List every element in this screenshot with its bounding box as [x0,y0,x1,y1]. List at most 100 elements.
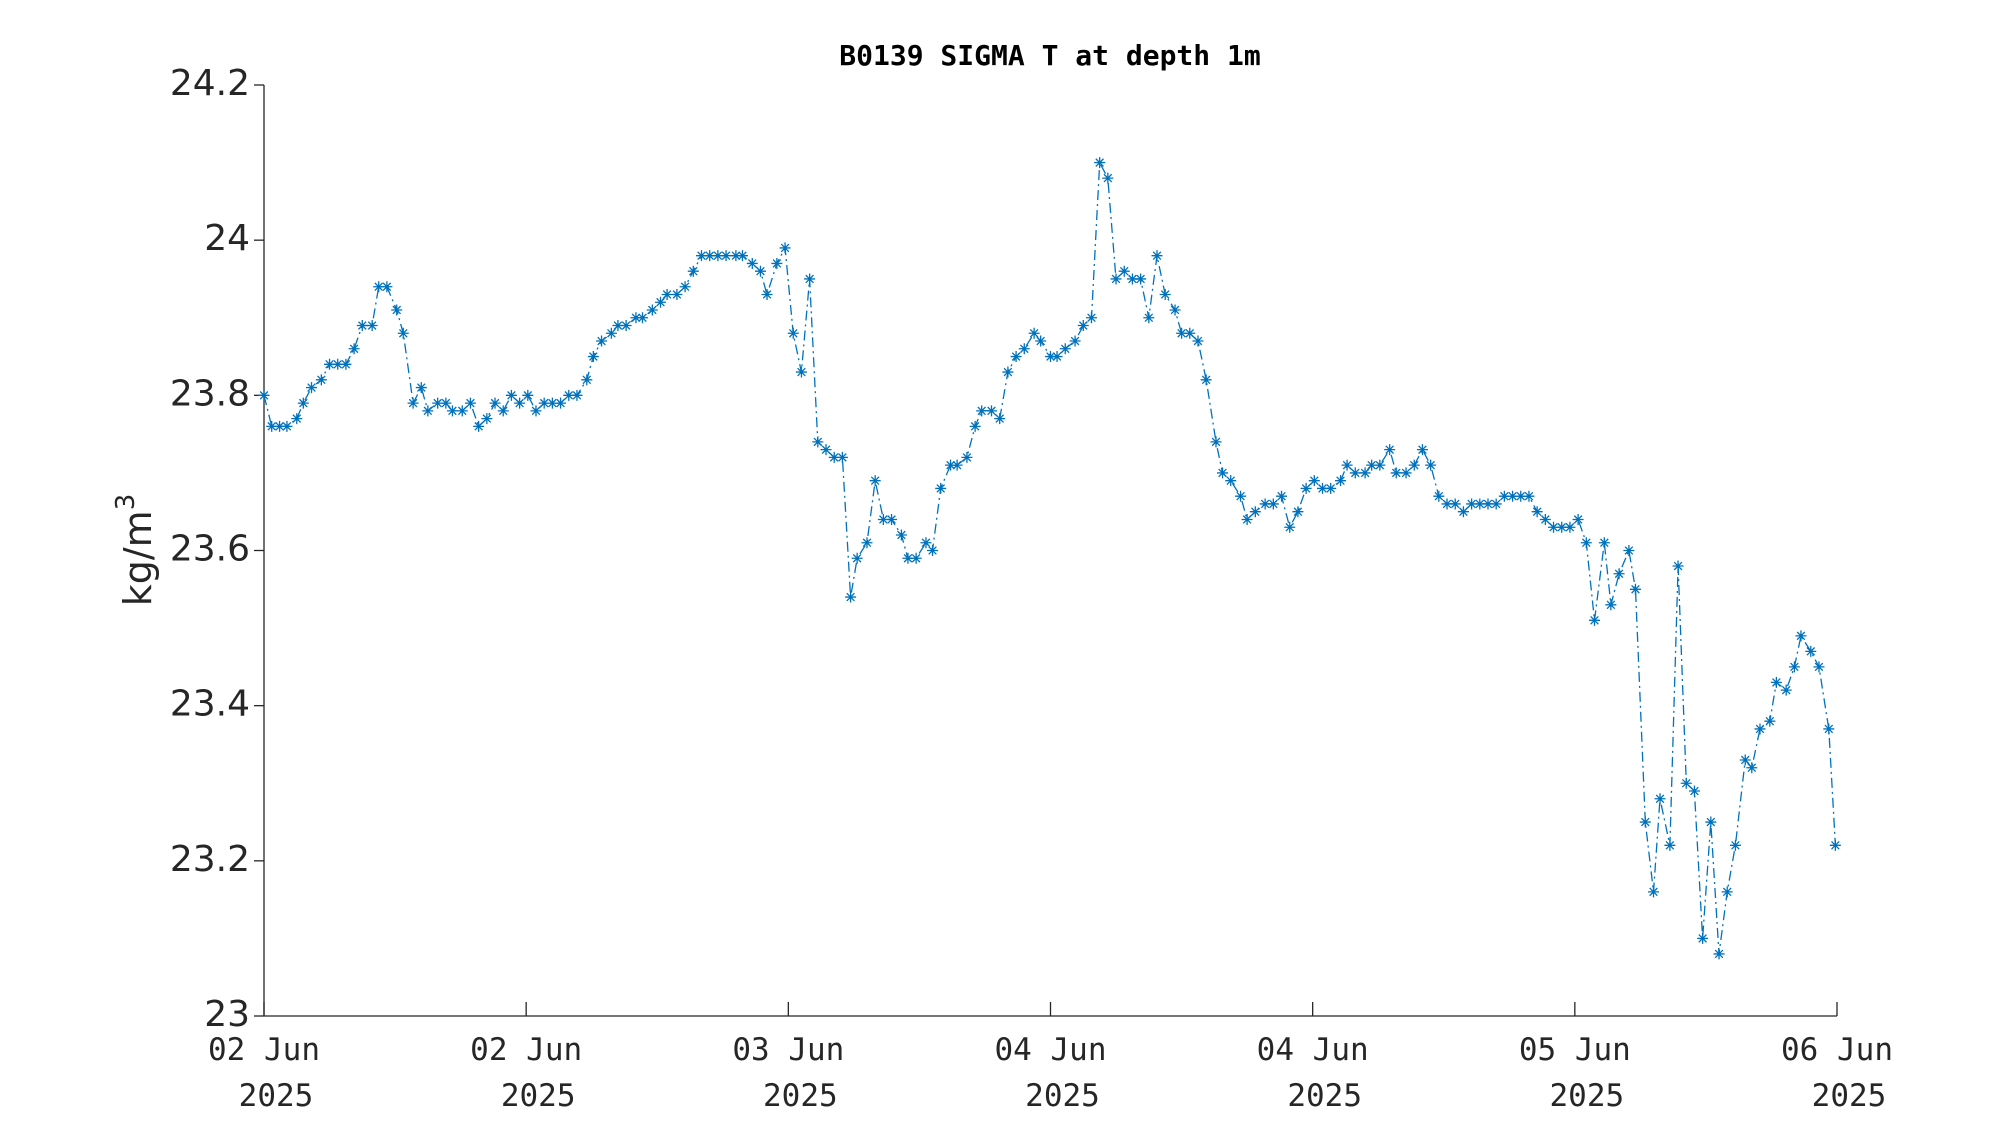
marker [1210,436,1222,448]
marker [1217,467,1229,479]
marker [1795,630,1807,642]
marker [655,296,667,308]
marker [1267,498,1279,510]
marker [1498,490,1510,502]
marker [1284,521,1296,533]
marker [877,513,889,525]
marker [695,250,707,262]
marker [779,242,791,254]
marker [1276,490,1288,502]
y-tick-label: 23 [204,994,250,1035]
marker [1482,498,1494,510]
marker [986,405,998,417]
marker [969,420,981,432]
marker [861,537,873,549]
marker [1069,335,1081,347]
marker [1515,490,1527,502]
marker [836,451,848,463]
marker [1169,304,1181,316]
marker [340,358,352,370]
marker [432,397,444,409]
marker [661,288,673,300]
marker [1713,948,1725,960]
marker [1335,475,1347,487]
marker [1317,482,1328,494]
marker [456,405,468,417]
marker [324,358,336,370]
marker [920,537,932,549]
marker [895,529,907,541]
marker [522,389,534,401]
marker [637,312,649,324]
marker [422,405,434,417]
marker [1259,498,1271,510]
marker [348,343,360,355]
marker [415,382,427,394]
marker [720,250,732,262]
x-tick-label: 03 Jun 2025 [732,1032,844,1114]
marker [391,304,403,316]
marker [935,482,947,494]
marker [1721,886,1733,898]
marker [1366,459,1378,471]
marker [489,397,501,409]
marker [1110,273,1122,285]
marker [1374,459,1386,471]
x-tick-label-line: 2025 [1287,1078,1362,1114]
marker [646,304,658,316]
marker [1664,839,1676,851]
marker [994,413,1006,425]
marker [1028,327,1040,339]
marker [1241,513,1253,525]
marker [1523,490,1535,502]
marker [945,459,957,471]
marker [530,405,542,417]
marker [620,320,632,332]
marker [381,281,393,293]
marker [1697,932,1709,944]
marker [1589,614,1600,626]
data-line [263,160,1837,954]
y-axis-label: kg/m3 [111,494,160,607]
marker [258,389,270,401]
marker [1474,498,1486,510]
x-tick-label: 04 Jun 2025 [1257,1032,1369,1114]
marker [497,405,509,417]
marker [1135,273,1147,285]
marker [1780,684,1792,696]
marker [787,327,799,339]
marker [1556,521,1568,533]
marker [1325,482,1337,494]
marker [1823,723,1835,735]
marker [1754,723,1766,735]
marker [1531,506,1543,518]
x-tick-label-line: 04 Jun [1257,1032,1369,1068]
x-tick-label: 02 Jun 2025 [470,1032,582,1114]
marker [1077,320,1089,332]
y-tick-label: 24 [204,218,250,259]
marker [1176,327,1188,339]
marker [1359,467,1371,479]
marker [736,250,748,262]
marker [1449,498,1461,510]
marker [1639,816,1651,828]
marker [1059,343,1071,355]
x-tick-label-line: 2025 [763,1078,838,1114]
y-tick-label: 23.6 [170,529,250,570]
marker [1045,351,1056,363]
marker [1746,762,1758,774]
marker [1200,374,1212,386]
marker [1225,475,1237,487]
marker [1813,661,1825,673]
marker [886,513,898,525]
marker [1466,498,1478,510]
marker [712,250,724,262]
marker [514,397,526,409]
marker [1433,490,1445,502]
x-tick-label-line: 04 Jun [995,1032,1107,1068]
marker [1829,839,1841,851]
marker [1400,467,1412,479]
marker [1729,839,1741,851]
marker [771,257,783,269]
